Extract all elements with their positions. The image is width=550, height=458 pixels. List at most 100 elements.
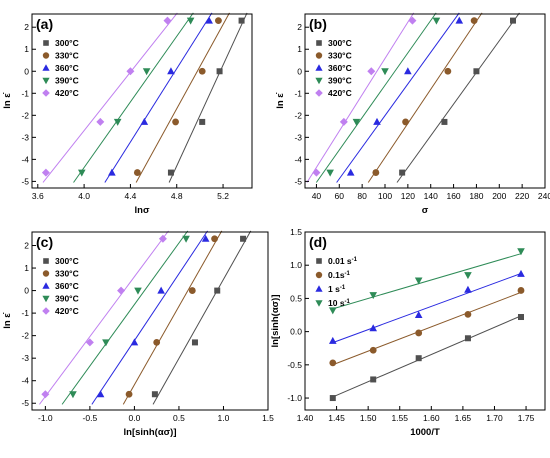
- data-point: [444, 67, 452, 75]
- data-point: [238, 17, 245, 24]
- x-tick-label: 1.5: [262, 413, 274, 423]
- data-point: [198, 67, 206, 75]
- legend-label: 360°C: [55, 63, 79, 73]
- data-point: [352, 118, 361, 126]
- data-point: [167, 169, 174, 176]
- x-tick-label: 1.60: [423, 413, 440, 423]
- x-axis-title: ln[sinh(ασ)]: [124, 427, 177, 438]
- legend-label: 420°C: [55, 306, 79, 316]
- data-point: [96, 390, 105, 398]
- x-tick-label: 3.6: [32, 191, 44, 201]
- legend-label: 10 s-1: [328, 298, 351, 308]
- legend-label: 360°C: [55, 281, 79, 291]
- legend-marker: [42, 77, 50, 85]
- x-tick-label: 1.65: [455, 413, 472, 423]
- legend-label: 300°C: [328, 38, 352, 48]
- x-tick-label: 1.40: [297, 413, 314, 423]
- data-point: [133, 169, 141, 176]
- data-point: [510, 17, 516, 24]
- data-point: [201, 234, 210, 242]
- data-point: [470, 17, 478, 25]
- legend-marker: [43, 258, 49, 264]
- legend-marker: [315, 77, 323, 85]
- data-point: [369, 324, 378, 332]
- data-point: [117, 286, 126, 295]
- legend-label: 0.1s-1: [328, 270, 351, 280]
- y-tick-label: 0.5: [290, 293, 302, 303]
- panel-c: -1.0 -0.5 0.0 0.5 1.0 1.5 -5 -4 -3 -2 -1 0 1 2 ln[sinh…: [2, 230, 274, 438]
- fit-line: [367, 12, 483, 183]
- x-tick-label: 4.4: [125, 191, 137, 201]
- legend-label: 1 s-1: [328, 284, 346, 294]
- data-point: [126, 67, 135, 76]
- legend-label: 330°C: [55, 51, 79, 61]
- panel-label: (d): [309, 234, 327, 250]
- data-point: [142, 68, 151, 76]
- x-axis-title: σ: [422, 205, 429, 216]
- data-point: [134, 287, 142, 295]
- y-tick-label: -0.5: [287, 360, 302, 370]
- data-point: [369, 346, 377, 354]
- data-point: [240, 235, 247, 242]
- plot-frame: [31, 13, 253, 189]
- legend-label: 330°C: [55, 269, 79, 279]
- data-point: [432, 17, 441, 25]
- fit-line: [306, 12, 415, 183]
- y-tick-label: -3: [21, 353, 29, 363]
- data-point: [408, 16, 417, 25]
- legend-marker: [42, 52, 50, 59]
- x-tick-label: 4.0: [78, 191, 90, 201]
- data-point: [205, 16, 213, 24]
- data-point: [415, 355, 422, 362]
- y-tick-label: -3: [294, 132, 302, 142]
- fit-line: [332, 273, 522, 344]
- y-tick-label: -5: [294, 176, 302, 186]
- x-tick-label: 120: [401, 191, 415, 201]
- y-tick-label: 2: [24, 241, 29, 251]
- data-point: [399, 169, 406, 176]
- y-tick-label: 2: [24, 22, 29, 32]
- legend-label: 300°C: [55, 256, 79, 266]
- y-axis-title: ln ε̇: [275, 92, 286, 109]
- legend-label: 0.01 s-1: [328, 256, 358, 266]
- data-point: [517, 269, 525, 277]
- data-point: [464, 310, 472, 318]
- legend-label: 390°C: [55, 76, 79, 86]
- x-tick-label: 40: [312, 191, 322, 201]
- legend-label: 300°C: [55, 38, 79, 48]
- data-point: [214, 287, 221, 294]
- data-point: [517, 248, 525, 256]
- y-tick-label: -1.0: [287, 393, 302, 403]
- data-point: [441, 118, 448, 125]
- y-tick-label: 0: [24, 66, 29, 76]
- data-point: [172, 118, 179, 126]
- data-point: [41, 168, 50, 177]
- x-tick-label: 1.0: [218, 413, 230, 423]
- x-tick-label: 180: [469, 191, 483, 201]
- y-tick-label: -3: [21, 132, 29, 142]
- data-point: [372, 169, 380, 176]
- y-tick-label: 0: [297, 66, 302, 76]
- legend-marker: [316, 40, 322, 46]
- panel-label: (c): [36, 234, 53, 250]
- data-point: [518, 314, 524, 321]
- fit-line: [135, 12, 230, 183]
- legend-marker: [315, 285, 323, 292]
- data-point: [188, 287, 196, 294]
- y-tick-label: -4: [21, 376, 29, 386]
- data-point: [182, 235, 190, 243]
- x-tick-label: 4.8: [171, 191, 183, 201]
- legend-marker: [42, 282, 50, 289]
- y-tick-label: 0.0: [290, 327, 302, 337]
- legend-label: 330°C: [328, 51, 352, 61]
- data-point: [140, 117, 149, 125]
- data-point: [373, 117, 381, 125]
- x-tick-label: 100: [378, 191, 392, 201]
- y-tick-label: -2: [21, 110, 29, 120]
- y-axis-title: ln ε̇: [2, 312, 13, 329]
- data-point: [77, 169, 86, 177]
- y-tick-label: -2: [21, 331, 29, 341]
- fit-line: [396, 12, 520, 183]
- legend-label: 390°C: [55, 294, 79, 304]
